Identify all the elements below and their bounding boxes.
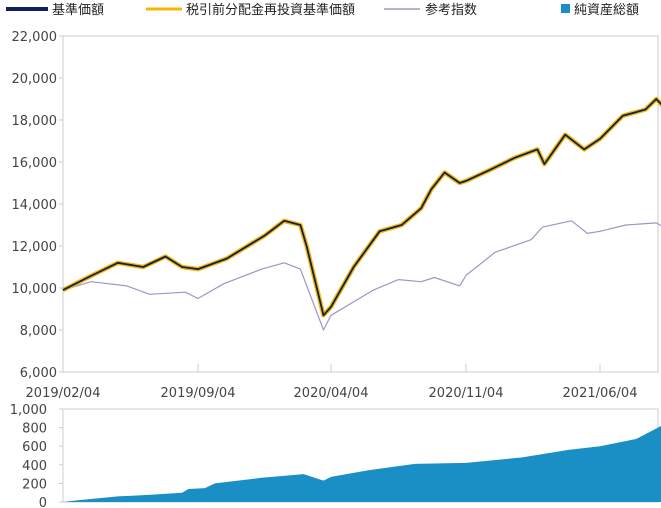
main-y-tick-label: 12,000 — [12, 240, 58, 255]
main-y-tick-label: 8,000 — [20, 324, 57, 339]
main-y-axis: 6,000 8,000 10,000 12,000 14,000 16,000 18,000… — [12, 30, 63, 381]
main-x-tick-label: 2019/02/04 — [26, 386, 101, 401]
main-y-tick-label: 10,000 — [12, 282, 58, 297]
main-y-tick-label: 20,000 — [12, 72, 58, 87]
legend: 基準価額 税引前分配金再投資基準価額 参考指数 純資産総額 — [6, 2, 639, 18]
net-assets-y-tick-label: 0 — [39, 496, 47, 508]
series-line-index — [62, 220, 661, 331]
net-assets-series-layer — [63, 426, 661, 502]
net-assets-y-tick-label: 1,000 — [10, 403, 47, 418]
series-area-net-assets — [63, 426, 661, 502]
main-y-tick-label: 18,000 — [12, 114, 58, 129]
legend-label-reinvested: 税引前分配金再投資基準価額 — [186, 2, 355, 18]
series-line-nav — [62, 98, 661, 317]
main-y-tick-label: 6,000 — [20, 366, 57, 381]
net-assets-y-tick-label: 400 — [22, 459, 47, 474]
net-assets-y-tick-label: 800 — [22, 422, 47, 437]
main-x-tick-label: 2020/04/04 — [294, 386, 369, 401]
series-line-reinvested — [61, 96, 661, 318]
main-y-tick-label: 14,000 — [12, 198, 58, 213]
legend-label-index: 参考指数 — [425, 2, 477, 18]
main-plot: 6,000 8,000 10,000 12,000 14,000 16,000 18,000… — [12, 30, 661, 401]
net-assets-y-axis: 0 200 400 600 800 1,000 — [10, 403, 63, 508]
main-x-tick-label: 2021/06/04 — [563, 386, 638, 401]
main-y-tick-label: 16,000 — [12, 156, 58, 171]
main-plot-frame — [62, 35, 659, 373]
net-assets-y-tick-label: 600 — [22, 440, 47, 455]
net-assets-plot: 0 200 400 600 800 1,000 — [10, 403, 661, 508]
legend-swatch-net-assets — [561, 4, 570, 13]
main-x-axis: 2019/02/04 2019/09/04 2020/04/04 2020/11/04… — [26, 364, 638, 401]
main-y-tick-label: 22,000 — [12, 30, 58, 45]
legend-label-nav: 基準価額 — [52, 2, 104, 18]
main-x-tick-label: 2019/09/04 — [161, 386, 236, 401]
net-assets-y-tick-label: 200 — [22, 477, 47, 492]
legend-label-net-assets: 純資産総額 — [574, 2, 639, 18]
main-series-layer — [61, 96, 661, 331]
main-x-tick-label: 2020/11/04 — [429, 386, 504, 401]
